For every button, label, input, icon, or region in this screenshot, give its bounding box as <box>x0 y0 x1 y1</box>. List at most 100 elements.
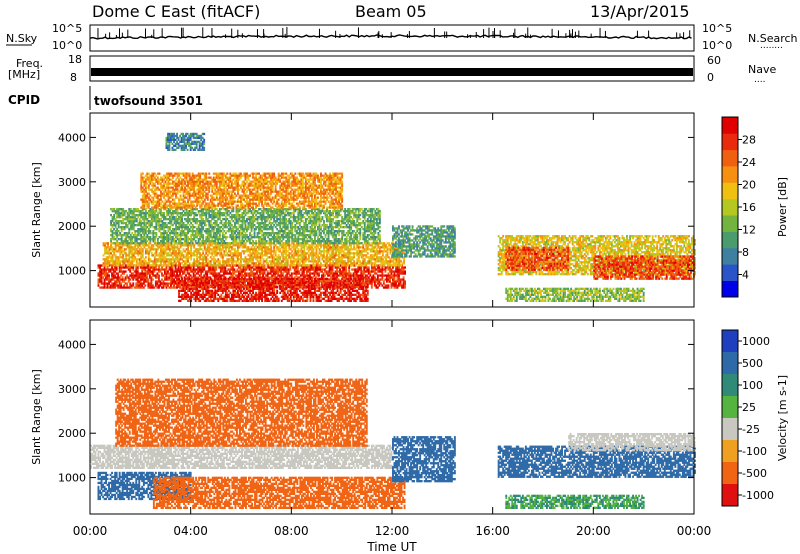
data-cell <box>181 279 184 282</box>
data-cell <box>150 276 153 279</box>
data-cell <box>182 279 185 282</box>
data-cell <box>391 264 393 267</box>
data-cell <box>152 248 155 251</box>
data-cell <box>230 293 233 296</box>
nave-tick-low: 0 <box>707 71 714 84</box>
data-cell <box>304 256 307 259</box>
data-cell <box>117 278 120 281</box>
data-cell <box>393 284 396 287</box>
data-cell <box>254 274 257 277</box>
data-cell <box>99 264 102 267</box>
data-cell <box>380 256 383 259</box>
data-cell <box>225 270 228 273</box>
data-cell <box>181 289 184 292</box>
data-cell <box>249 258 252 261</box>
data-cell <box>290 272 293 275</box>
data-cell <box>264 277 267 280</box>
data-cell <box>114 246 117 249</box>
data-cell <box>218 274 221 277</box>
data-cell <box>367 266 370 269</box>
data-cell <box>333 291 336 294</box>
nsearch-label: N.Search <box>748 32 798 45</box>
data-cell <box>292 293 295 296</box>
data-cell <box>218 252 221 255</box>
data-cell <box>399 284 402 287</box>
data-cell <box>206 270 209 273</box>
data-cell <box>289 244 292 247</box>
data-cell <box>399 278 402 281</box>
data-cell <box>160 260 162 263</box>
data-cell <box>338 297 341 300</box>
data-cell <box>204 274 207 277</box>
data-cell <box>178 258 181 261</box>
data-cell <box>116 228 119 231</box>
data-cell <box>335 285 338 288</box>
data-cell <box>282 254 285 257</box>
data-cell <box>198 274 201 277</box>
data-cell <box>341 297 344 300</box>
data-cell <box>206 299 209 302</box>
data-cell <box>283 297 286 300</box>
data-cell <box>330 291 333 294</box>
data-cell <box>341 287 344 290</box>
data-cell <box>208 264 211 267</box>
data-cell <box>320 299 322 302</box>
data-cell <box>389 278 391 281</box>
data-cell <box>222 268 225 271</box>
data-cell <box>162 284 165 287</box>
data-cell <box>277 246 280 249</box>
data-cell <box>366 278 369 281</box>
data-cell <box>162 274 165 277</box>
data-cell <box>220 244 223 247</box>
data-cell <box>120 216 123 219</box>
data-cell <box>259 270 262 273</box>
data-cell <box>116 262 119 265</box>
data-cell <box>127 276 130 279</box>
data-cell <box>203 242 206 245</box>
data-cell <box>212 297 215 300</box>
data-cell <box>316 266 319 269</box>
data-cell <box>191 281 194 284</box>
data-cell <box>249 277 252 280</box>
data-cell <box>404 266 407 269</box>
data-cell <box>302 272 305 275</box>
data-cell <box>160 254 162 257</box>
data-cell <box>141 284 144 287</box>
data-cell <box>239 280 242 283</box>
data-cell <box>111 266 114 269</box>
data-cell <box>316 284 319 287</box>
data-cell <box>185 244 188 247</box>
data-cell <box>208 248 211 251</box>
data-cell <box>136 284 139 287</box>
data-cell <box>111 226 114 229</box>
data-cell <box>324 289 327 292</box>
data-cell <box>295 274 298 277</box>
data-cell <box>327 279 330 282</box>
data-cell <box>183 286 186 289</box>
data-cell <box>178 295 181 298</box>
data-cell <box>174 268 177 271</box>
data-cell <box>222 274 225 277</box>
data-cell <box>102 262 105 265</box>
data-cell <box>256 276 259 279</box>
data-cell <box>221 262 224 265</box>
data-cell <box>118 276 121 279</box>
data-cell <box>364 266 367 269</box>
data-cell <box>289 258 292 261</box>
data-cell <box>229 281 232 284</box>
data-cell <box>169 264 171 267</box>
data-cell <box>270 291 273 294</box>
data-cell <box>250 270 253 273</box>
data-cell <box>204 270 207 273</box>
data-cell <box>270 281 273 284</box>
data-cell <box>392 266 394 269</box>
data-cell <box>137 244 140 247</box>
data-cell <box>303 289 306 292</box>
data-cell <box>251 274 254 277</box>
data-cell <box>300 295 303 298</box>
data-cell <box>232 258 235 261</box>
data-cell <box>161 266 163 269</box>
data-cell <box>215 291 218 294</box>
data-cell <box>350 281 353 284</box>
data-cell <box>213 266 216 269</box>
